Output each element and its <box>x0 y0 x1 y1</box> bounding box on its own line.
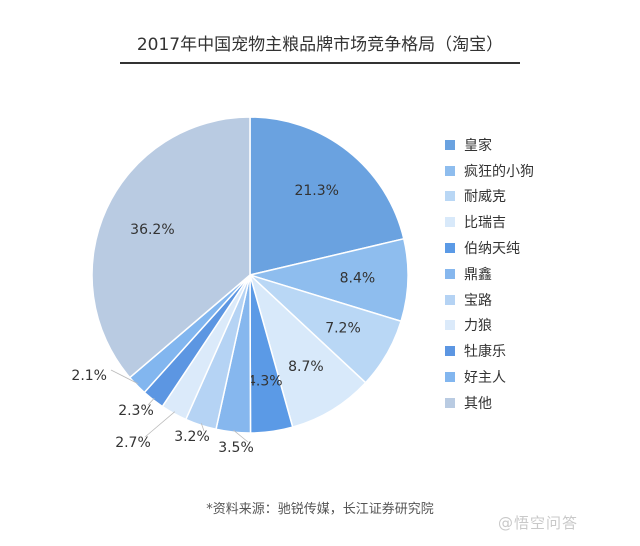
leader-line-6 <box>233 429 249 443</box>
slice-label-3: 7.2% <box>325 321 361 337</box>
source-note: *资料来源：驰锐传媒，长江证券研究院 <box>206 502 434 517</box>
legend-item-3: 耐威克 <box>445 184 534 210</box>
leader-line-7 <box>200 423 205 432</box>
legend-swatch <box>445 294 455 305</box>
legend-label: 其他 <box>464 395 492 412</box>
legend-label: 比瑞吉 <box>464 215 506 232</box>
legend-label: 耐威克 <box>464 189 506 206</box>
leader-line-10 <box>110 369 139 385</box>
legend-label: 牡康乐 <box>464 344 506 361</box>
slice-label-2: 8.4% <box>340 271 376 287</box>
slice-label-5: 4.3% <box>247 373 283 389</box>
legend-swatch <box>445 139 455 150</box>
slice-label-8: 2.7% <box>115 435 151 451</box>
legend-item-2: 疯狂的小狗 <box>445 158 534 184</box>
legend-item-11: 其他 <box>445 390 534 416</box>
legend-swatch <box>445 346 455 357</box>
legend-item-7: 宝路 <box>445 287 534 313</box>
legend-swatch <box>445 320 455 331</box>
legend-swatch <box>445 397 455 408</box>
legend-swatch <box>445 165 455 176</box>
leader-line-8 <box>144 411 176 438</box>
legend-item-4: 比瑞吉 <box>445 209 534 235</box>
chart-legend: 皇家疯狂的小狗耐威克比瑞吉伯纳天纯鼎鑫宝路力狼牡康乐好主人其他 <box>445 132 534 416</box>
chart-title: 2017年中国宠物主粮品牌市场竞争格局（淘宝） <box>136 35 504 55</box>
slice-label-11: 36.2% <box>130 222 174 238</box>
title-underline <box>120 62 520 64</box>
pie-slice-11 <box>91 116 251 379</box>
slice-label-1: 21.3% <box>294 183 338 199</box>
legend-item-6: 鼎鑫 <box>445 261 534 287</box>
legend-swatch <box>445 268 455 279</box>
legend-item-1: 皇家 <box>445 132 534 158</box>
slice-label-7: 3.2% <box>174 429 210 445</box>
leader-line-9 <box>147 397 155 406</box>
legend-swatch <box>445 217 455 228</box>
slice-label-4: 8.7% <box>288 359 324 375</box>
legend-item-10: 好主人 <box>445 364 534 390</box>
legend-label: 宝路 <box>464 292 492 309</box>
legend-label: 疯狂的小狗 <box>464 163 534 180</box>
pie-slice-4 <box>248 272 367 429</box>
legend-label: 力狼 <box>464 318 492 335</box>
legend-item-8: 力狼 <box>445 313 534 339</box>
legend-label: 皇家 <box>464 137 492 154</box>
watermark-logo: @悟空问答 <box>498 514 579 532</box>
legend-swatch <box>445 243 455 254</box>
pie-slice-1 <box>249 116 405 276</box>
legend-item-9: 牡康乐 <box>445 338 534 364</box>
legend-label: 鼎鑫 <box>464 266 492 283</box>
slice-label-10: 2.1% <box>71 368 107 384</box>
legend-swatch <box>445 372 455 383</box>
legend-label: 伯纳天纯 <box>464 241 520 258</box>
legend-label: 好主人 <box>464 370 506 387</box>
legend-item-5: 伯纳天纯 <box>445 235 534 261</box>
slice-label-9: 2.3% <box>118 403 154 419</box>
legend-swatch <box>445 191 455 202</box>
slice-label-6: 3.5% <box>218 440 254 456</box>
